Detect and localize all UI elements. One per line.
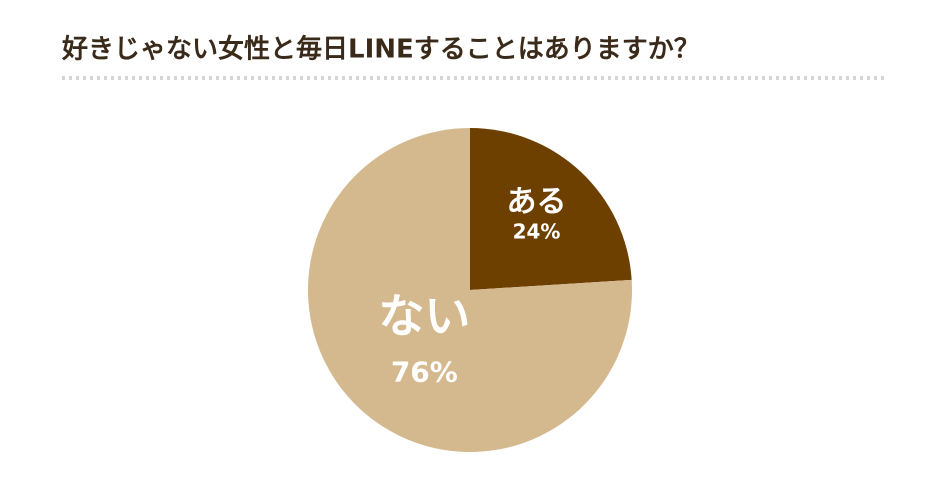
value-label: 76% [391, 355, 458, 388]
chart-title: 好きじゃない女性と毎日LINEすることはありますか？ [61, 34, 700, 65]
value-label: 24% [513, 220, 561, 244]
slice-label: ない [378, 289, 470, 343]
slice-label: ある [507, 185, 567, 220]
pie-slice [470, 128, 632, 290]
pie-slice [308, 128, 632, 452]
